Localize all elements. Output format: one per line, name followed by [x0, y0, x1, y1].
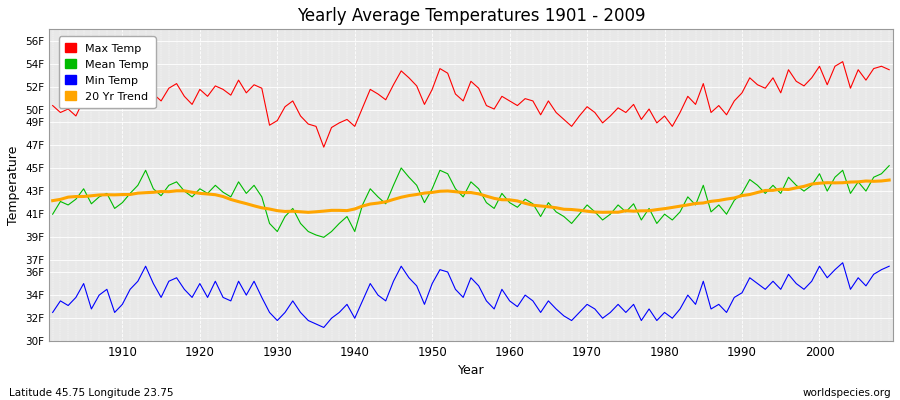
Y-axis label: Temperature: Temperature [7, 146, 20, 225]
Title: Yearly Average Temperatures 1901 - 2009: Yearly Average Temperatures 1901 - 2009 [297, 7, 645, 25]
Text: Latitude 45.75 Longitude 23.75: Latitude 45.75 Longitude 23.75 [9, 388, 174, 398]
Legend: Max Temp, Mean Temp, Min Temp, 20 Yr Trend: Max Temp, Mean Temp, Min Temp, 20 Yr Tre… [58, 36, 156, 108]
Text: worldspecies.org: worldspecies.org [803, 388, 891, 398]
X-axis label: Year: Year [457, 364, 484, 377]
